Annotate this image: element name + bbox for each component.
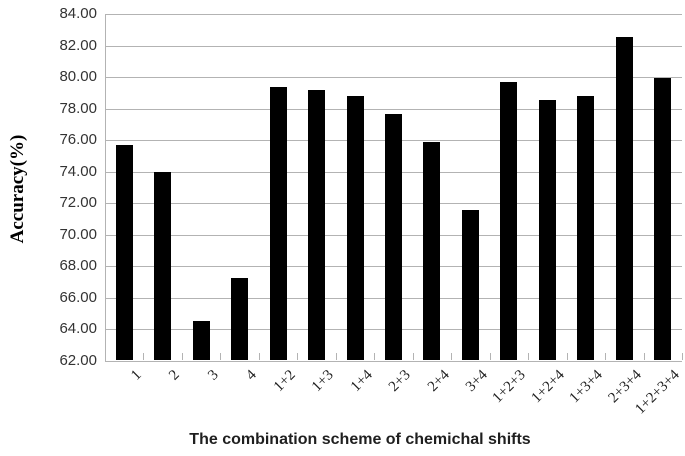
y-tick-label: 74.00 [59, 163, 97, 180]
bar [270, 87, 287, 360]
y-axis-line [105, 14, 106, 361]
gridline [105, 14, 682, 15]
bar [616, 37, 633, 360]
x-tick-label: 4 [243, 367, 260, 384]
x-tick-label: 2+4 [424, 367, 453, 395]
bar [462, 210, 479, 360]
category-tick [605, 353, 606, 360]
y-tick-label: 68.00 [59, 257, 97, 274]
x-tick-label: 1 [127, 367, 145, 384]
bar [116, 145, 133, 360]
x-tick-label: 3 [204, 367, 222, 384]
bar [423, 142, 440, 360]
bar [385, 114, 402, 360]
category-tick [259, 353, 260, 360]
bar [347, 96, 364, 360]
category-tick [451, 353, 452, 360]
x-tick-label: 1+2 [270, 367, 299, 395]
y-axis-title: Accuracy(%) [7, 134, 28, 244]
x-tick-label: 1+2+3 [490, 367, 530, 407]
category-tick [297, 353, 298, 360]
x-tick-label: 2 [166, 367, 184, 384]
bar [500, 82, 517, 360]
bar [154, 172, 171, 360]
y-tick-label: 70.00 [59, 226, 97, 243]
category-tick [528, 353, 529, 360]
x-tick-label: 2+3 [385, 367, 414, 395]
gridline [105, 46, 682, 47]
x-axis-title: The combination scheme of chemichal shif… [189, 431, 531, 448]
y-tick-label: 72.00 [59, 194, 97, 211]
gridline [105, 109, 682, 110]
x-tick-label: 1+2+4 [528, 367, 568, 407]
bar [193, 321, 210, 360]
x-tick-label: 1+3 [308, 367, 337, 395]
category-tick [336, 353, 337, 360]
y-tick-label: 66.00 [59, 289, 97, 306]
x-tick-label: 1+4 [347, 367, 376, 395]
y-tick-label: 82.00 [59, 37, 97, 54]
bar [654, 78, 671, 360]
category-tick [682, 353, 683, 360]
gridline [105, 77, 682, 78]
x-tick-label: 3+4 [462, 367, 491, 395]
bar [308, 90, 325, 360]
y-tick-label: 80.00 [59, 68, 97, 85]
y-tick-label: 76.00 [59, 131, 97, 148]
y-tick-label: 62.00 [59, 352, 97, 369]
plot-area [105, 14, 683, 362]
category-tick [644, 353, 645, 360]
bar [577, 96, 594, 360]
category-tick [143, 353, 144, 360]
category-tick [490, 353, 491, 360]
bar [231, 278, 248, 360]
category-tick [220, 353, 221, 360]
y-tick-label: 64.00 [59, 320, 97, 337]
category-tick [413, 353, 414, 360]
category-tick [182, 353, 183, 360]
category-tick [374, 353, 375, 360]
y-tick-label: 84.00 [59, 5, 97, 22]
x-axis-line [105, 361, 682, 362]
bar [539, 100, 556, 360]
y-tick-label: 78.00 [59, 100, 97, 117]
category-tick [567, 353, 568, 360]
x-tick-label: 1+3+4 [566, 367, 607, 407]
